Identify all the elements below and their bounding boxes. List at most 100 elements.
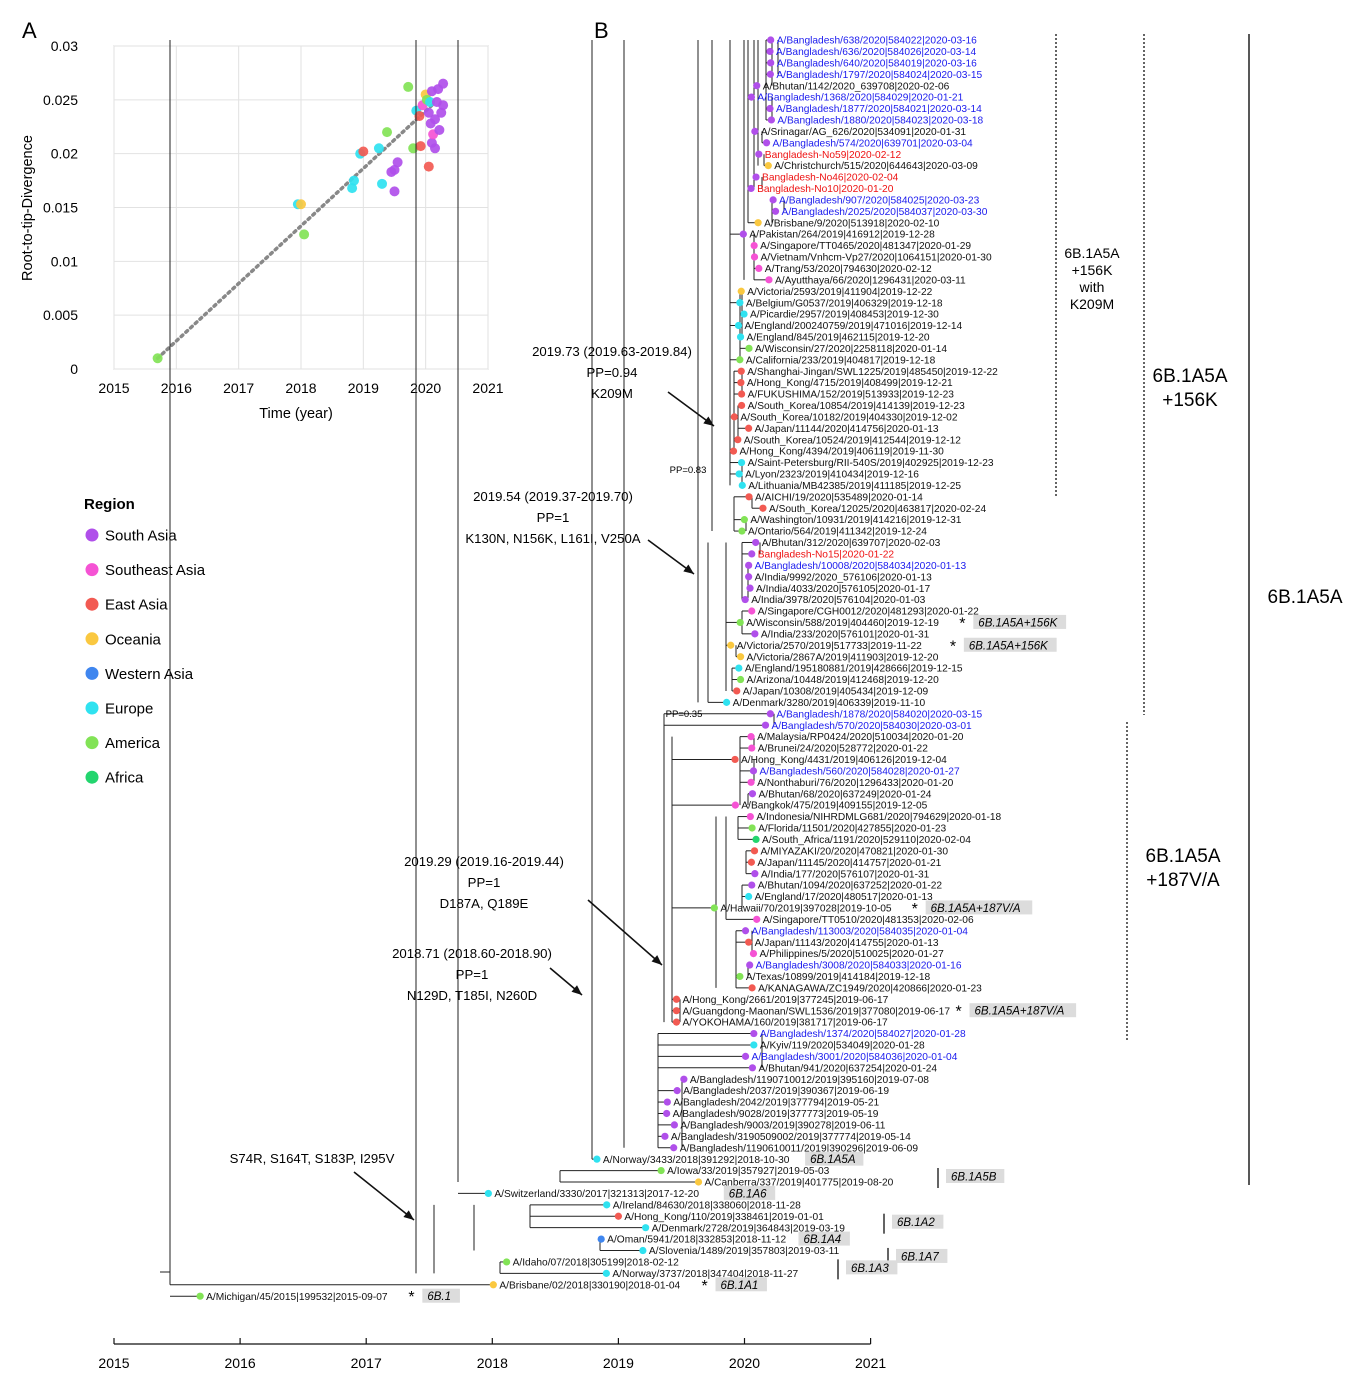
tip-label: A/Brisbane/02/2018|330190|2018-01-04 <box>499 1280 680 1291</box>
tip-label: A/Bangladesh/1797/2020|584024|2020-03-15 <box>776 70 982 81</box>
tip-label: A/Bhutan/941/2020|637254|2020-01-24 <box>758 1063 937 1074</box>
tip-label: A/Bangladesh/113003/2020|584035|2020-01-… <box>752 926 969 937</box>
clade-tag-box <box>963 637 1057 652</box>
tip-label: A/Bangladesh/2037/2019|390367|2019-06-19 <box>683 1086 889 1097</box>
tip-label: A/Bangladesh/560/2020|584028|2020-01-27 <box>759 766 959 777</box>
tip-label: A/Iowa/33/2019|357927|2019-05-03 <box>667 1166 830 1177</box>
clade-tag-box <box>798 1231 850 1246</box>
tip-label: A/Bhutan/1094/2020|637252|2020-01-22 <box>758 881 943 892</box>
panel-label-a: A <box>22 18 37 43</box>
tip-label: A/Bangladesh/1880/2020|584023|2020-03-18 <box>777 116 983 127</box>
tip-label: A/Bangladesh/9028/2019|377773|2019-05-19 <box>673 1109 879 1120</box>
clade-tag-label: 6B.1A3 <box>851 1263 889 1275</box>
time-axis-label: 2018 <box>477 1355 508 1371</box>
tip-label: A/Bangladesh/2042/2019|377794|2019-05-21 <box>673 1098 879 1109</box>
tip-label: A/Hong_Kong/2661/2019|377245|2019-06-17 <box>682 995 888 1006</box>
x-tick-label: 2016 <box>161 380 192 396</box>
y-tick-label: 0.015 <box>43 200 78 216</box>
annotation-arrowhead <box>703 416 714 426</box>
tip-dot <box>740 516 748 524</box>
tip-label: A/Bangladesh/2025/2020|584037|2020-03-30 <box>782 207 988 218</box>
tip-label: A/Bangladesh/10008/2020|584034|2020-01-1… <box>755 561 967 572</box>
tip-dot <box>731 755 739 764</box>
tip-dot <box>748 1064 757 1072</box>
data-point <box>436 107 447 118</box>
x-tick-label: 2021 <box>472 380 503 396</box>
data-point <box>348 175 359 186</box>
clade-tag-box <box>422 1288 460 1303</box>
tip-dot <box>745 938 753 946</box>
legend-swatch <box>85 597 99 611</box>
tip-label: A/Wisconsin/588/2019|404460|2019-12-19 <box>746 618 939 629</box>
legend-label: Western Asia <box>105 666 194 683</box>
tip-dot <box>729 447 738 455</box>
annotation-arrow <box>353 1171 415 1221</box>
tip-label: A/England/17/2020|480517|2020-01-13 <box>755 892 933 903</box>
y-tick-label: 0.03 <box>51 38 78 54</box>
clade-label: +156K <box>1072 262 1114 278</box>
clade-brackets: 6B.1A5A+156KwithK209M6B.1A5A+156K6B.1A5A… <box>1055 34 1343 1185</box>
node-annotation-text: 2018.71 (2018.60-2018.90) <box>392 946 552 961</box>
legend-label: Oceania <box>105 631 162 648</box>
asterisk-marker: * <box>956 1004 962 1021</box>
tip-label: A/AICHI/19/2020|535489|2020-01-14 <box>755 492 923 503</box>
tip-label: A/Florida/11501/2020|427855|2020-01-23 <box>758 824 946 835</box>
tip-dot <box>749 767 758 775</box>
tip-label: A/KANAGAWA/ZC1949/2020|420866|2020-01-23 <box>758 983 982 994</box>
legend-swatch <box>85 563 99 577</box>
legend: Region South Asia Southeast Asia East Asia… <box>84 496 206 787</box>
legend-swatch <box>85 701 99 715</box>
y-tick-label: 0.01 <box>51 253 78 269</box>
tip-label: A/Arizona/10448/2019|412468|2019-12-20 <box>747 675 940 686</box>
tip-dot <box>737 390 746 398</box>
tip-dot <box>710 904 718 912</box>
legend-label: Southeast Asia <box>105 562 206 579</box>
tip-label: A/Michigan/45/2015|199532|2015-09-07 <box>206 1292 388 1303</box>
legend-label: South Asia <box>105 528 177 545</box>
tip-dot <box>503 1258 511 1266</box>
tip-dot <box>738 481 746 489</box>
tip-dot <box>751 127 759 135</box>
tip-dot <box>748 550 756 558</box>
tip-label: A/Lithuania/MB42385/2019|411185|2019-12-… <box>748 481 961 492</box>
tip-dot <box>597 1235 605 1243</box>
tip-label: A/Kyiv/119/2020|534049|2020-01-28 <box>760 1041 925 1052</box>
tip-dot <box>748 790 757 798</box>
data-point <box>403 81 414 92</box>
tip-label: A/Malaysia/RP0424/2020|510034|2020-01-20 <box>757 732 964 743</box>
time-axis-label: 2021 <box>855 1355 886 1371</box>
phylogenetic-tree: A/Bangladesh/638/2020|584022|2020-03-16A… <box>98 34 1343 1371</box>
legend-label: Europe <box>105 701 153 718</box>
tip-dot <box>755 150 763 158</box>
tip-dot <box>642 1224 650 1232</box>
tip-label: A/Bangladesh/9003/2019|390278|2019-06-11 <box>680 1121 885 1132</box>
tip-label: A/Pakistan/264/2019|416912|2019-12-28 <box>749 230 935 241</box>
asterisk-marker: * <box>959 615 965 632</box>
node-annotation-text: N129D, T185I, N260D <box>407 988 537 1003</box>
tip-label: A/Srinagar/AG_626/2020|534091|2020-01-31 <box>761 127 967 138</box>
tip-label: A/India/3978/2020|576104|2020-01-03 <box>751 595 925 606</box>
clade-tag-label: 6B.1A2 <box>897 1217 935 1229</box>
tip-dot <box>735 664 743 672</box>
tip-label: A/Hawaii/70/2019|397028|2019-10-05 <box>720 904 892 915</box>
tip-label: A/Brisbane/9/2020|513918|2020-02-10 <box>764 218 940 229</box>
clade-tag-box <box>723 1185 776 1200</box>
node-annotation-text: PP=1 <box>456 967 489 982</box>
legend-swatch <box>85 632 99 646</box>
time-axis-label: 2020 <box>729 1355 760 1371</box>
tip-dot <box>748 744 756 752</box>
tip-label: A/Bangladesh/570/2020|584030|2020-03-01 <box>772 721 972 732</box>
data-point <box>373 143 384 154</box>
data-point <box>423 161 434 172</box>
clade-tag-box <box>969 1003 1077 1018</box>
clade-tag-label: 6B.1A5A <box>810 1154 856 1166</box>
tip-dot <box>746 961 754 969</box>
tip-label: A/Nonthaburi/76/2020|1296433|2020-01-20 <box>757 778 954 789</box>
clade-tag-box <box>892 1214 944 1229</box>
tip-dot <box>751 870 759 878</box>
tip-dot <box>766 70 774 78</box>
y-axis-label: Root-to-tip-Divergence <box>20 135 36 281</box>
tip-dot <box>639 1246 647 1255</box>
data-point <box>377 178 388 189</box>
tip-dot <box>767 116 775 124</box>
